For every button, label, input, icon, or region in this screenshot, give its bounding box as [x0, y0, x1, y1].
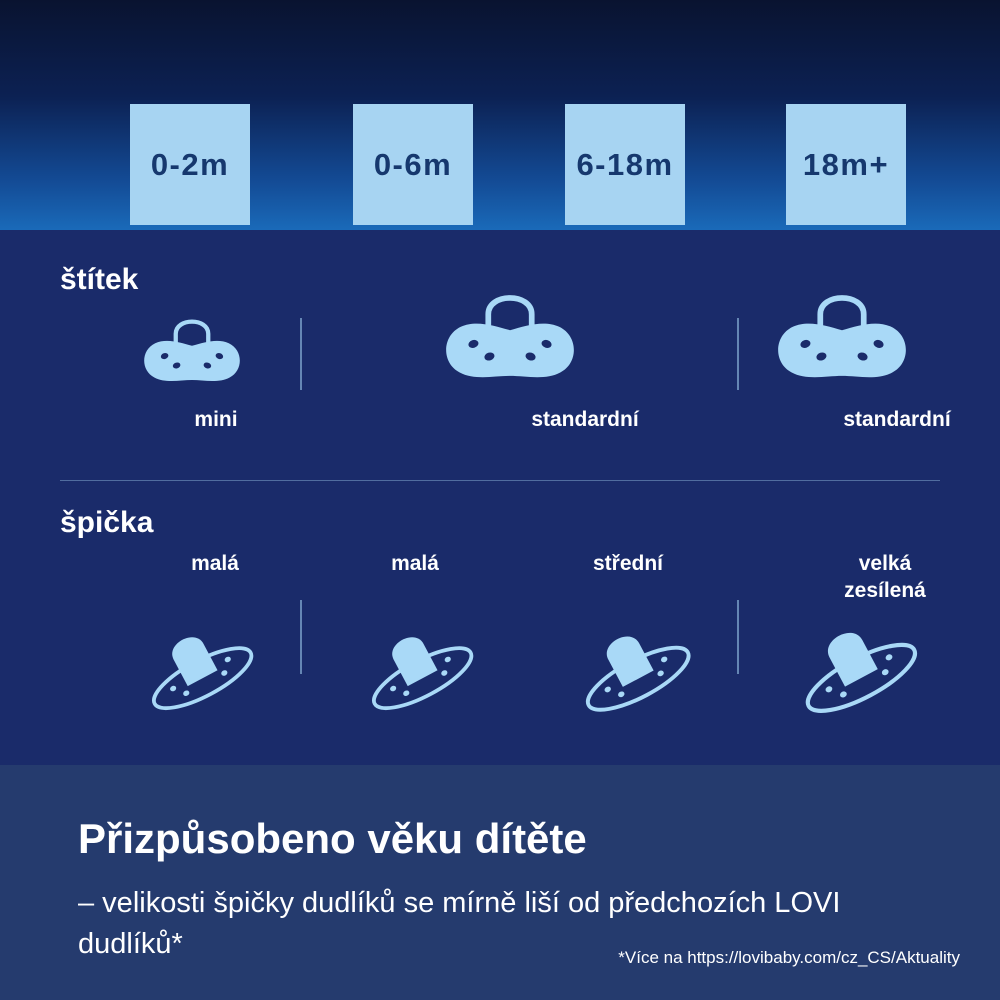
- age-label: 18m+: [802, 146, 890, 182]
- footer-body-text: – velikosti špičky dudlíků se mírně liší…: [78, 887, 841, 961]
- shield-size-label: standardní: [843, 408, 951, 431]
- age-label: 0-2m: [150, 146, 230, 182]
- tip-size-label: malá: [391, 552, 439, 575]
- footer: Přizpůsobeno věku dítěte – velikosti špi…: [0, 765, 1000, 1000]
- age-badge: 18m+: [786, 104, 906, 225]
- age-label: 0-6m: [373, 146, 453, 182]
- pacifier-tip-icon: [132, 612, 261, 722]
- tip-size-label: velká zesílená: [844, 552, 926, 603]
- shield-size-label: standardní: [531, 408, 639, 431]
- column-divider: [300, 318, 302, 390]
- age-badge: 0-6m: [353, 104, 473, 225]
- tip-section-title: špička: [60, 506, 154, 539]
- age-badge: 0-2m: [130, 104, 250, 225]
- column-divider: [737, 318, 739, 390]
- pacifier-shield-icon: [132, 303, 252, 392]
- age-band: 0-2m 0-6m 6-18m 18m+: [0, 0, 1000, 230]
- tip-size-label: malá: [191, 552, 239, 575]
- tip-size-label: střední: [592, 552, 664, 575]
- column-divider: [737, 600, 739, 674]
- pacifier-tip-icon: [776, 592, 941, 726]
- pacifier-shield-icon: [762, 273, 922, 392]
- age-label: 6-18m: [576, 146, 674, 182]
- column-divider: [300, 600, 302, 674]
- shield-size-label: mini: [194, 408, 238, 431]
- footer-heading: Přizpůsobeno věku dítěte: [78, 815, 587, 862]
- footnote-url: *Více na https://lovibaby.com/cz_CS/Aktu…: [618, 948, 960, 967]
- pacifier-tip-icon: [352, 612, 481, 722]
- shield-section-title: štítek: [60, 263, 139, 296]
- section-divider: [60, 480, 940, 481]
- age-badge: 6-18m: [565, 104, 685, 225]
- pacifier-tip-icon: [565, 610, 699, 724]
- pacifier-shield-icon: [430, 273, 590, 392]
